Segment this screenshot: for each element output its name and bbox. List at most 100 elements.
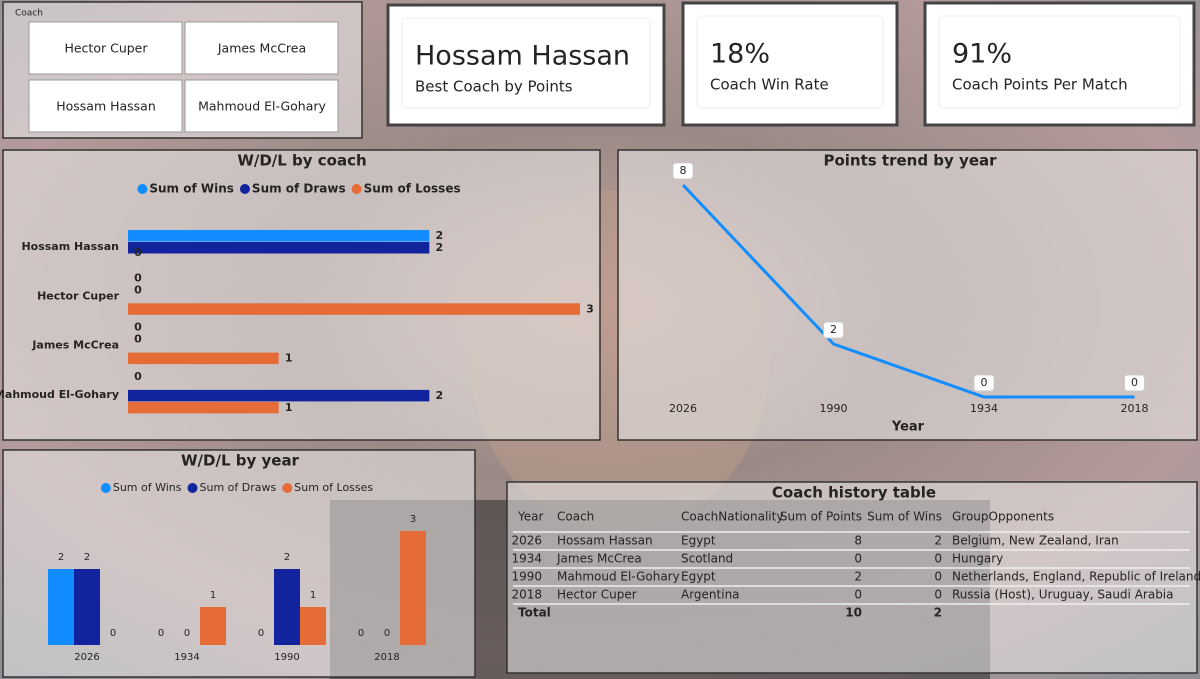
table-cell: Hector Cuper [557, 588, 637, 602]
x-tick-label: 2018 [1121, 402, 1149, 415]
data-label: 0 [134, 370, 142, 383]
table-title: Coach history table [772, 484, 936, 502]
data-label: 0 [184, 628, 190, 639]
table-total: 10 [845, 606, 862, 620]
data-label: 2 [58, 552, 64, 563]
table-cell: 1990 [511, 570, 542, 584]
table-header: CoachNationality [681, 510, 783, 524]
card-inner [938, 15, 1181, 109]
data-label: 0 [134, 271, 142, 284]
data-label: 0 [1131, 376, 1138, 389]
table-cell: Mahmoud El-Gohary [557, 570, 680, 584]
table-cell: 2018 [511, 588, 542, 602]
card-value: 18% [710, 39, 770, 70]
data-label: 2 [284, 552, 290, 563]
table-cell: Hungary [952, 552, 1003, 566]
legend-marker [351, 184, 362, 194]
y-tick-label: Hossam Hassan [21, 240, 119, 253]
data-label: 0 [981, 376, 988, 389]
bar [300, 607, 326, 645]
bar [128, 242, 430, 254]
data-label: 1 [310, 590, 316, 601]
legend-label: Sum of Draws [200, 481, 277, 494]
data-label: 2 [830, 323, 837, 336]
slicer-item[interactable]: Hossam Hassan [56, 99, 156, 114]
table-cell: Argentina [681, 588, 740, 602]
table-cell: 0 [854, 588, 862, 602]
data-label: 0 [110, 628, 116, 639]
table-total: 2 [934, 606, 942, 620]
legend-label: Sum of Losses [364, 182, 461, 196]
bar [128, 401, 279, 414]
slicer-button[interactable] [184, 79, 339, 133]
x-tick-label: 1934 [970, 402, 998, 415]
legend-marker [100, 483, 111, 493]
table-cell: James McCrea [556, 552, 642, 566]
data-label: 0 [134, 321, 142, 334]
y-tick-label: Hector Cuper [37, 289, 119, 302]
table-cell: 1934 [511, 552, 542, 566]
slicer-item[interactable]: James McCrea [217, 41, 306, 56]
data-label-box [823, 321, 844, 339]
x-tick-label: 1990 [820, 402, 848, 415]
legend-label: Sum of Wins [149, 182, 234, 196]
slicer-item[interactable]: Mahmoud El-Gohary [198, 99, 326, 114]
bar [128, 230, 430, 242]
card-label: Coach Win Rate [710, 76, 829, 94]
table-cell: Egypt [681, 570, 716, 584]
data-label: 3 [586, 302, 594, 315]
x-axis-title: Year [891, 420, 925, 435]
data-label-box [1124, 374, 1145, 392]
y-tick-label: James McCrea [31, 339, 119, 352]
legend-label: Sum of Wins [113, 481, 182, 494]
data-label: 8 [680, 164, 687, 177]
data-label: 3 [410, 514, 416, 525]
legend-marker [187, 483, 198, 493]
bar [200, 607, 226, 645]
table-cell: 2 [854, 570, 862, 584]
data-label: 2 [436, 389, 444, 402]
table-cell: Scotland [681, 552, 733, 566]
table-cell: Belgium, New Zealand, Iran [952, 534, 1119, 548]
slicer-button[interactable] [28, 21, 183, 75]
bar [128, 352, 279, 365]
slicer-title: Coach [15, 9, 43, 19]
table-header: Year [517, 510, 543, 524]
y-tick-label: Mahmoud El-Gohary [0, 388, 119, 401]
data-label: 2 [84, 552, 90, 563]
table-cell: Egypt [681, 534, 716, 548]
bar [400, 531, 426, 645]
slicer-button[interactable] [28, 79, 183, 133]
data-label: 1 [285, 401, 293, 414]
card-inner [401, 17, 651, 109]
x-tick-label: 2026 [669, 402, 697, 415]
card-label: Coach Points Per Match [952, 76, 1128, 94]
panel [617, 149, 1198, 441]
table-cell: 8 [854, 534, 862, 548]
table-header: Coach [557, 510, 594, 524]
table-total: Total [518, 606, 551, 620]
bar [128, 303, 580, 315]
x-tick-label: 1990 [274, 652, 299, 663]
legend-label: Sum of Losses [294, 481, 373, 494]
slicer-button[interactable] [184, 21, 339, 75]
chart-title: W/D/L by year [181, 452, 300, 470]
table-header: Sum of Wins [867, 510, 942, 524]
bar [274, 569, 300, 645]
panel [506, 481, 1198, 674]
card-value: 91% [952, 39, 1012, 70]
table-cell: Netherlands, England, Republic of Irelan… [952, 570, 1200, 584]
data-label-box [672, 162, 694, 180]
card-label: Best Coach by Points [415, 78, 573, 96]
line [681, 183, 1135, 399]
slicer-item[interactable]: Hector Cuper [64, 41, 148, 56]
card-inner [696, 15, 884, 109]
data-label: 0 [158, 628, 164, 639]
data-label: 0 [358, 628, 364, 639]
table-cell: 2026 [511, 534, 542, 548]
table-header: Sum of Points [780, 510, 862, 524]
data-label: 1 [210, 590, 216, 601]
table-cell: 0 [934, 552, 942, 566]
